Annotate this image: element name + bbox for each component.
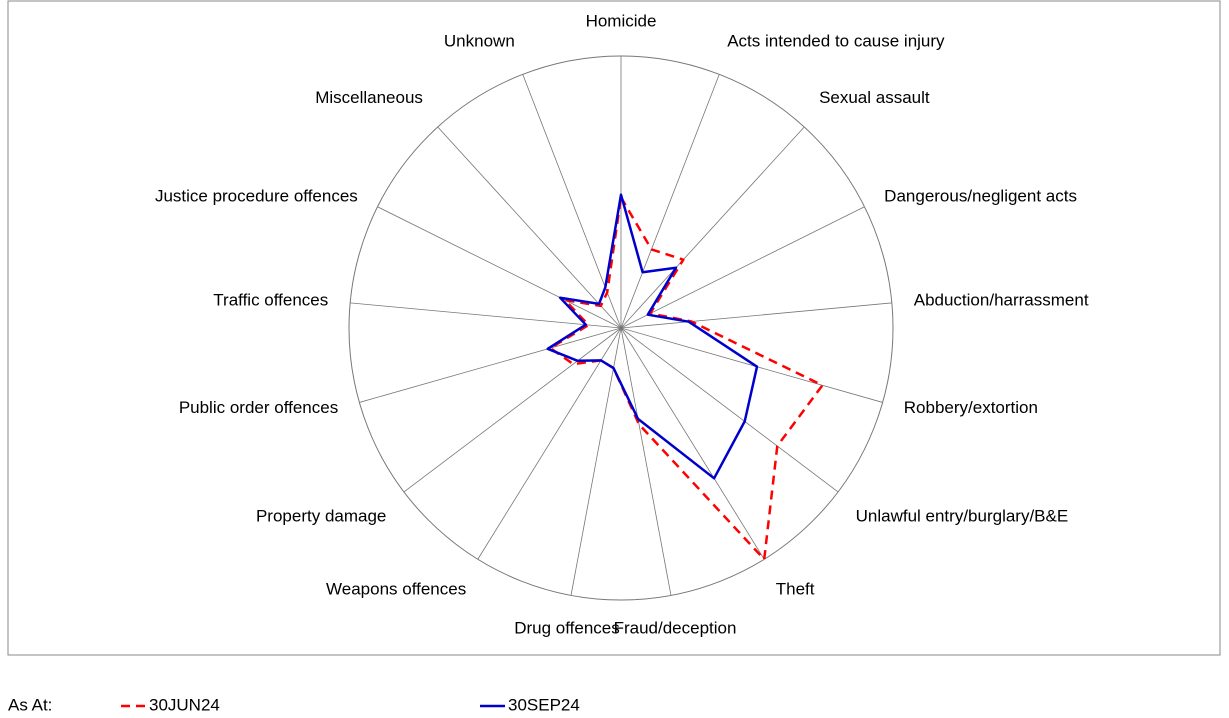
- category-label: Acts intended to cause injury: [727, 31, 945, 50]
- category-label: Theft: [776, 579, 815, 598]
- spoke: [477, 327, 622, 560]
- category-label: Dangerous/negligent acts: [884, 186, 1077, 205]
- category-label: Drug offences: [514, 618, 620, 637]
- legend-title: As At:: [8, 695, 52, 714]
- category-label: Fraud/deception: [614, 618, 737, 637]
- spoke: [620, 327, 672, 596]
- spoke: [570, 327, 622, 596]
- series-line: [546, 193, 759, 480]
- category-label: Justice procedure offences: [155, 186, 358, 205]
- category-label: Abduction/harrassment: [914, 290, 1089, 309]
- category-label: Unknown: [444, 31, 515, 50]
- category-label: Public order offences: [179, 398, 338, 417]
- spoke: [620, 327, 839, 493]
- legend-label: 30JUN24: [149, 695, 220, 714]
- chart-frame: [7, 0, 1221, 656]
- spoke: [620, 302, 892, 329]
- spoke: [350, 302, 622, 329]
- spoke: [377, 206, 622, 329]
- category-label: Unlawful entry/burglary/B&E: [856, 507, 1069, 526]
- series-line: [549, 196, 824, 561]
- spoke: [620, 327, 765, 560]
- spoke: [620, 126, 805, 329]
- category-label: Property damage: [256, 507, 386, 526]
- spoke: [620, 327, 883, 403]
- spoke: [620, 206, 865, 329]
- category-label: Miscellaneous: [315, 88, 423, 107]
- category-label: Homicide: [586, 11, 657, 30]
- category-label: Traffic offences: [213, 290, 328, 309]
- category-label: Robbery/extortion: [904, 398, 1038, 417]
- spoke: [620, 74, 720, 329]
- spoke: [437, 126, 622, 329]
- legend-label: 30SEP24: [508, 695, 580, 714]
- spoke: [359, 327, 622, 403]
- category-label: Sexual assault: [819, 88, 930, 107]
- category-label: Weapons offences: [326, 579, 466, 598]
- spoke: [403, 327, 622, 493]
